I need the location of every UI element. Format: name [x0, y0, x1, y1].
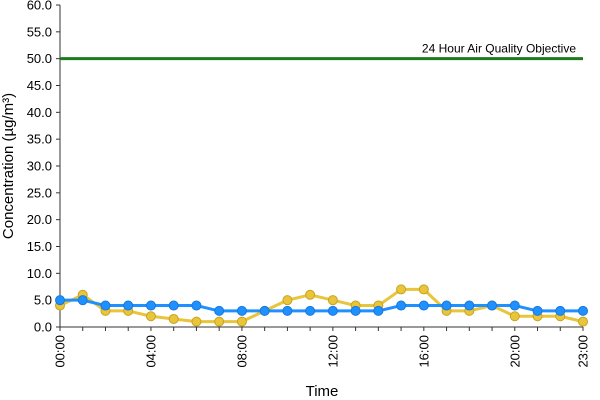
y-axis-title: Concentration (µg/m³): [0, 93, 17, 239]
data-point: [191, 316, 202, 327]
data-point: [509, 311, 520, 322]
y-tick-label: 20.0: [27, 212, 52, 227]
series-line: [60, 298, 583, 313]
data-point: [145, 311, 156, 322]
x-ticks: 00:00 04:00 08:00 12:00 16:00 20:00 23:00: [53, 327, 591, 368]
objective-label: 24 Hour Air Quality Objective: [422, 42, 576, 56]
data-point: [350, 305, 361, 316]
data-point: [214, 305, 225, 316]
data-point: [373, 305, 384, 316]
y-tick-label: 30.0: [27, 159, 52, 174]
x-tick-label: 23:00: [576, 335, 591, 368]
data-point: [578, 305, 588, 316]
y-tick-label: 40.0: [27, 105, 52, 120]
data-point: [214, 316, 225, 327]
data-point: [487, 300, 498, 311]
series: [55, 284, 588, 327]
y-tick-label: 5.0: [34, 293, 52, 308]
data-point: [441, 300, 452, 311]
data-point: [327, 295, 338, 306]
y-tick-label: 60.0: [27, 0, 52, 13]
x-tick-label: 20:00: [507, 335, 522, 368]
data-point: [418, 300, 429, 311]
data-point: [168, 313, 179, 324]
data-point: [123, 300, 134, 311]
x-axis-title: Time: [306, 383, 339, 400]
x-tick-label: 04:00: [143, 335, 158, 368]
series-2: [55, 295, 588, 316]
data-point: [168, 300, 179, 311]
data-point: [305, 305, 316, 316]
data-point: [532, 305, 543, 316]
objective-line-group: 24 Hour Air Quality Objective: [60, 42, 583, 61]
data-point: [259, 305, 270, 316]
data-point: [578, 316, 588, 327]
data-point: [145, 300, 156, 311]
data-point: [77, 295, 88, 306]
x-tick-label: 16:00: [416, 335, 431, 368]
data-point: [236, 316, 247, 327]
x-tick-label: 08:00: [234, 335, 249, 368]
x-tick-label: 12:00: [325, 335, 340, 368]
y-tick-label: 25.0: [27, 185, 52, 200]
data-point: [418, 284, 429, 295]
y-tick-label: 10.0: [27, 266, 52, 281]
data-point: [396, 284, 407, 295]
y-tick-label: 15.0: [27, 239, 52, 254]
x-tick-label: 00:00: [53, 335, 68, 368]
data-point: [55, 295, 65, 306]
data-point: [282, 295, 293, 306]
y-tick-label: 50.0: [27, 51, 52, 66]
y-tick-label: 55.0: [27, 24, 52, 39]
data-point: [464, 300, 475, 311]
data-point: [327, 305, 338, 316]
data-point: [509, 300, 520, 311]
y-tick-label: 35.0: [27, 132, 52, 147]
y-ticks: 0.0 5.0 10.0 15.0 20.0 25.0 30.0 35.0 40.0 45.0 50…: [27, 0, 60, 335]
data-point: [100, 300, 111, 311]
y-tick-label: 0.0: [34, 320, 52, 335]
data-point: [282, 305, 293, 316]
data-point: [396, 300, 407, 311]
y-tick-label: 45.0: [27, 78, 52, 93]
data-point: [236, 305, 247, 316]
data-point: [555, 305, 566, 316]
data-point: [305, 289, 316, 300]
data-point: [191, 300, 202, 311]
